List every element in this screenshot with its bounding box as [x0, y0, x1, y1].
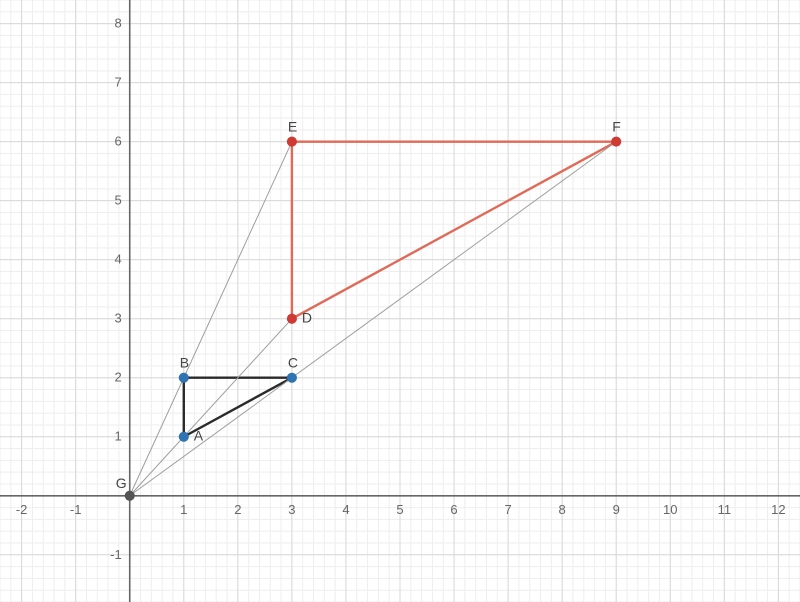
coordinate-chart: -2-1123456789101112-112345678ABCDEFG — [0, 0, 800, 602]
svg-text:8: 8 — [559, 502, 566, 517]
svg-text:1: 1 — [180, 502, 187, 517]
svg-text:3: 3 — [288, 502, 295, 517]
svg-text:C: C — [288, 355, 298, 371]
svg-text:D: D — [302, 310, 312, 326]
svg-text:-2: -2 — [16, 502, 28, 517]
chart-svg: -2-1123456789101112-112345678ABCDEFG — [0, 0, 800, 602]
svg-text:8: 8 — [114, 16, 121, 31]
svg-text:5: 5 — [396, 502, 403, 517]
svg-text:1: 1 — [114, 429, 121, 444]
svg-text:5: 5 — [114, 193, 121, 208]
svg-text:G: G — [116, 475, 127, 491]
svg-text:4: 4 — [342, 502, 349, 517]
svg-text:7: 7 — [114, 75, 121, 90]
svg-text:12: 12 — [771, 502, 785, 517]
svg-text:9: 9 — [613, 502, 620, 517]
svg-text:2: 2 — [234, 502, 241, 517]
svg-text:2: 2 — [114, 370, 121, 385]
svg-text:-1: -1 — [110, 547, 122, 562]
svg-text:10: 10 — [663, 502, 677, 517]
svg-text:A: A — [194, 428, 204, 444]
svg-text:4: 4 — [114, 252, 121, 267]
svg-text:6: 6 — [450, 502, 457, 517]
svg-text:6: 6 — [114, 134, 121, 149]
svg-text:3: 3 — [114, 311, 121, 326]
svg-text:E: E — [288, 119, 297, 135]
svg-text:B: B — [180, 355, 189, 371]
svg-text:11: 11 — [718, 502, 732, 517]
svg-text:F: F — [612, 119, 621, 135]
svg-text:7: 7 — [504, 502, 511, 517]
svg-text:-1: -1 — [70, 502, 82, 517]
